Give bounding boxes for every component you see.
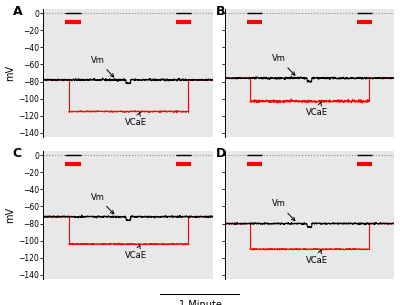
Text: VCaE: VCaE [306,250,328,265]
Text: Vm: Vm [91,56,114,77]
Text: VCaE: VCaE [125,113,147,127]
Text: D: D [216,147,226,160]
Text: Vm: Vm [91,192,114,214]
Text: C: C [13,147,22,160]
Text: A: A [13,5,22,18]
Text: VCaE: VCaE [306,102,328,117]
Text: Vm: Vm [272,54,295,75]
Text: B: B [216,5,226,18]
Text: 1 Minute: 1 Minute [178,300,222,305]
Y-axis label: mV: mV [6,207,16,223]
Text: VCaE: VCaE [125,245,147,260]
Text: Vm: Vm [272,199,295,221]
Y-axis label: mV: mV [6,65,16,81]
